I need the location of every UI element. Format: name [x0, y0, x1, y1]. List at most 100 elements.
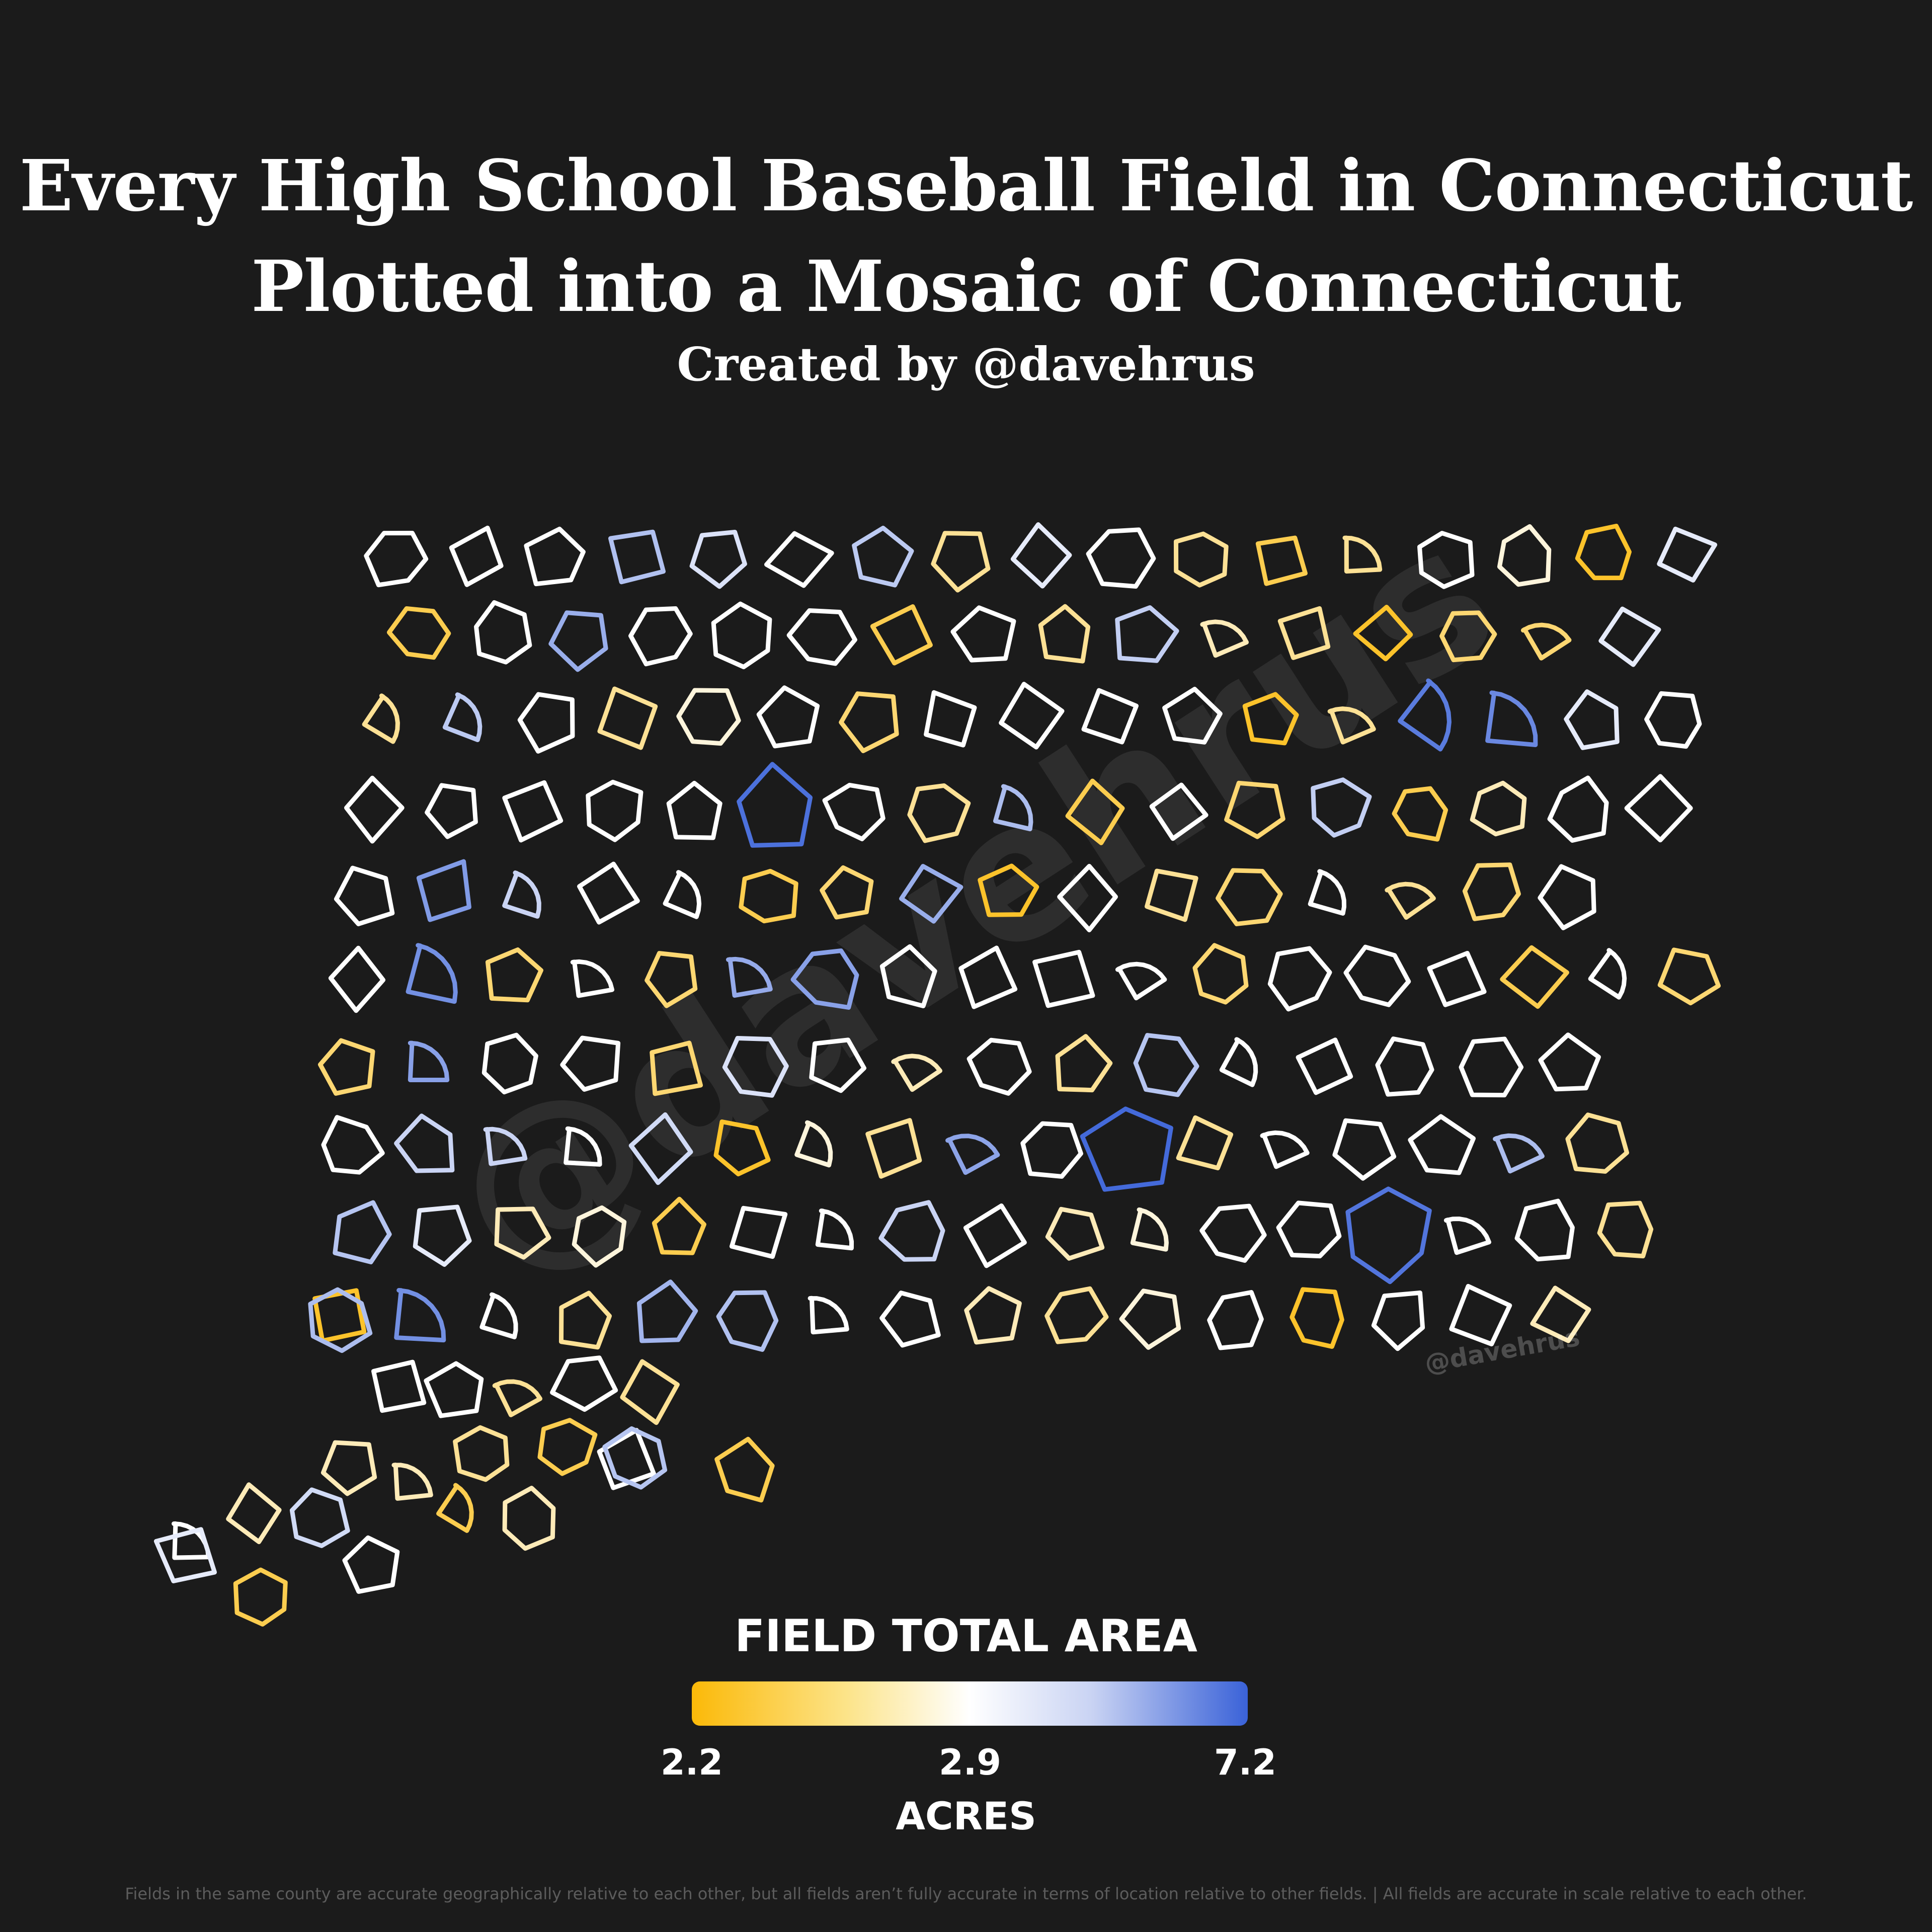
- field-outline: [548, 610, 608, 672]
- field-outline: [756, 685, 820, 749]
- field-outline: [1375, 1036, 1434, 1097]
- field-outline: [1538, 1032, 1601, 1092]
- field-outline: [485, 947, 543, 1003]
- field-outline: [739, 868, 798, 924]
- field-outline: [153, 1527, 217, 1584]
- field-outline: [502, 780, 564, 843]
- field-outline: [722, 1035, 789, 1098]
- field-outline: [945, 1134, 1000, 1175]
- field-outline: [362, 693, 400, 744]
- field-outline: [1276, 1200, 1342, 1259]
- field-outline: [1255, 535, 1308, 586]
- field-outline: [1514, 1198, 1575, 1262]
- field-outline: [1345, 1186, 1432, 1284]
- field-outline: [416, 859, 471, 922]
- field-outline: [1470, 780, 1527, 837]
- field-outline: [333, 1200, 392, 1264]
- field-outline: [1342, 535, 1383, 574]
- field-outline: [822, 782, 886, 842]
- field-outline: [558, 1291, 612, 1350]
- field-outline: [1598, 606, 1661, 667]
- field-outline: [879, 1291, 941, 1348]
- field-outline: [334, 865, 395, 926]
- field-outline: [924, 690, 977, 748]
- field-outline: [1219, 1037, 1258, 1087]
- field-outline: [342, 1535, 400, 1594]
- field-outline: [650, 1040, 703, 1096]
- field-outline: [865, 1118, 922, 1179]
- field-outline: [1624, 774, 1693, 843]
- field-outline: [931, 531, 991, 593]
- field-outline: [308, 1287, 373, 1353]
- field-outline: [628, 606, 693, 667]
- field-outline: [453, 1425, 510, 1482]
- field-outline: [1267, 946, 1332, 1012]
- field-outline: [1459, 1036, 1524, 1098]
- field-outline: [1277, 606, 1331, 660]
- field-outline: [1644, 691, 1702, 749]
- field-outline: [1032, 949, 1095, 1008]
- field-outline: [711, 601, 772, 670]
- field-outline: [1332, 1118, 1397, 1181]
- field-outline: [852, 525, 914, 588]
- legend-unit-label: ACRES: [896, 1794, 1036, 1838]
- field-outline: [899, 864, 963, 924]
- field-outline: [394, 1113, 455, 1173]
- field-outline: [1200, 619, 1249, 658]
- field-outline: [1081, 688, 1139, 745]
- field-outline: [1045, 1206, 1105, 1261]
- field-outline: [1296, 1037, 1353, 1095]
- field-outline: [408, 1040, 450, 1082]
- title-line-2: Plotted into a Mosaic of Connecticut: [251, 246, 1681, 328]
- field-outline: [1565, 1112, 1630, 1174]
- field-outline: [424, 1361, 484, 1418]
- field-outline: [999, 682, 1065, 750]
- field-outline: [572, 1205, 627, 1268]
- field-outline: [586, 779, 643, 842]
- field-outline: [1327, 706, 1376, 745]
- field-outline: [577, 861, 640, 925]
- field-outline: [964, 1286, 1022, 1345]
- chart-title: Every High School Baseball Field in Conn…: [0, 136, 1932, 337]
- field-outline: [839, 691, 899, 753]
- field-outline: [1564, 689, 1620, 750]
- field-outline: [1500, 945, 1569, 1009]
- field-outline: [676, 688, 741, 746]
- legend-color-bar: [692, 1681, 1248, 1726]
- field-outline: [550, 1355, 618, 1412]
- field-outline: [608, 529, 666, 585]
- field-outline: [1080, 1106, 1173, 1192]
- field-outline: [1162, 687, 1223, 745]
- field-outline: [492, 1379, 543, 1417]
- field-outline: [537, 1418, 598, 1476]
- field-outline: [1408, 1114, 1476, 1175]
- field-outline: [597, 686, 658, 750]
- field-outline: [1308, 869, 1346, 916]
- field-outline: [1311, 777, 1372, 838]
- field-outline: [1010, 522, 1072, 589]
- field-outline: [479, 1292, 518, 1339]
- legend-tick-min: 2.2: [660, 1742, 723, 1783]
- field-outline: [564, 1126, 602, 1167]
- field-outline: [1057, 864, 1118, 932]
- field-outline: [1044, 1286, 1109, 1344]
- field-outline: [321, 1115, 385, 1175]
- field-outline: [689, 529, 747, 589]
- field-outline: [436, 1483, 474, 1533]
- field-outline: [425, 783, 478, 839]
- field-outline: [958, 945, 1018, 1009]
- footnote: Fields in the same county are accurate g…: [125, 1884, 1807, 1903]
- chart-subtitle: Created by @davehrus: [677, 337, 1255, 391]
- field-outline: [406, 943, 458, 1004]
- field-outline: [474, 600, 532, 665]
- field-outline: [386, 606, 451, 660]
- field-outline: [481, 1032, 538, 1095]
- field-outline: [364, 531, 429, 588]
- field-outline: [879, 944, 937, 1008]
- field-outline: [993, 784, 1033, 832]
- field-outline: [950, 605, 1016, 663]
- field-outline: [870, 604, 933, 666]
- field-outline: [1597, 1200, 1654, 1259]
- field-outline: [371, 1359, 427, 1413]
